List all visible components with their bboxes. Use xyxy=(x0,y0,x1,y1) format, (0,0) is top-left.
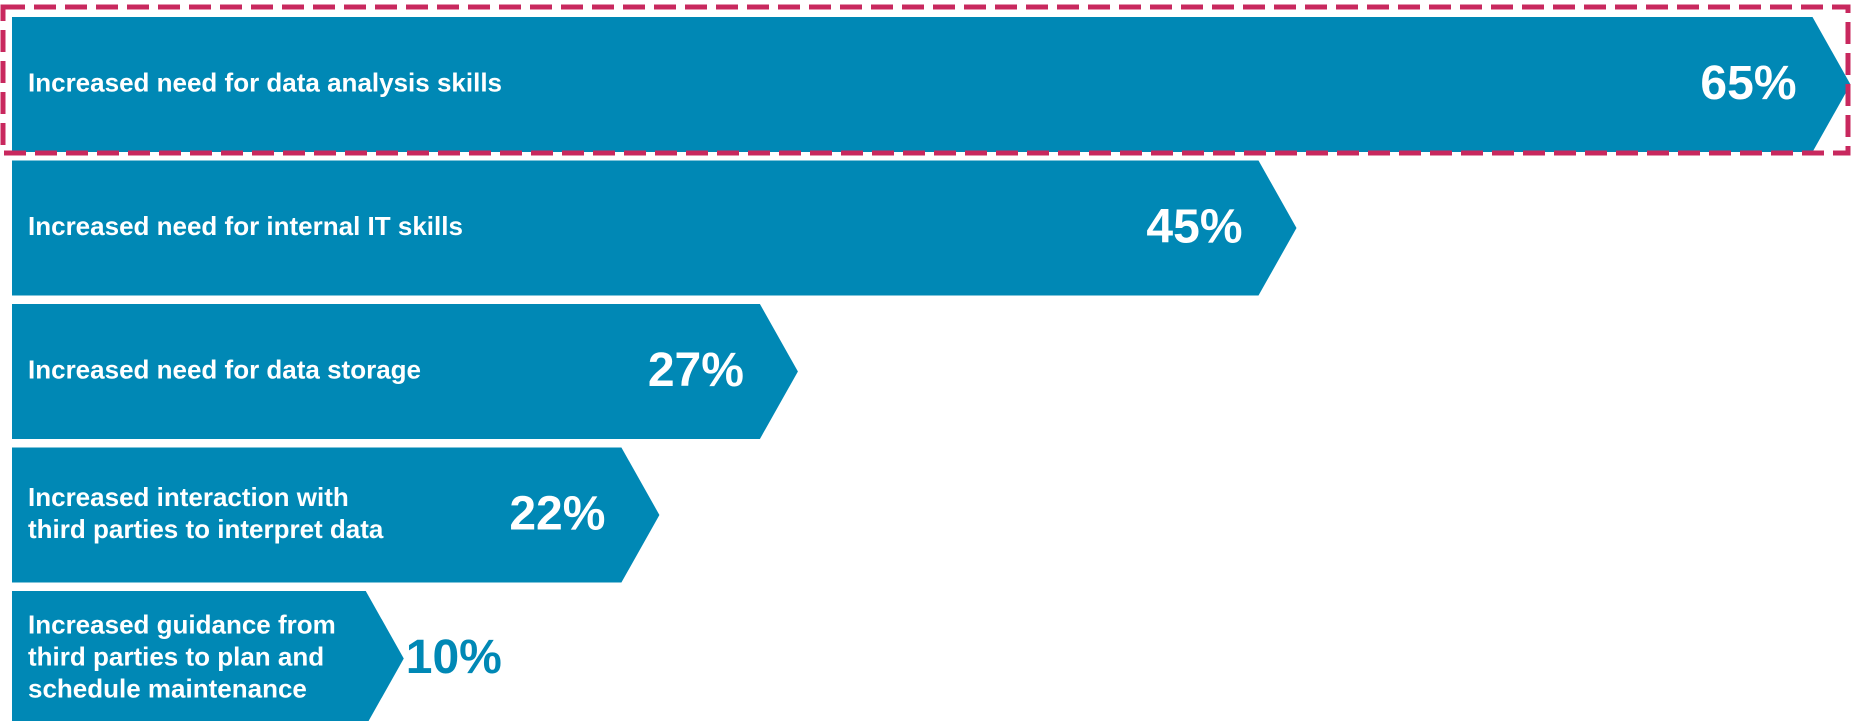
bar-label: Increased need for internal IT skills xyxy=(28,211,463,241)
value-label: 45% xyxy=(1146,201,1242,254)
bar-label-line: Increased interaction with xyxy=(28,482,349,512)
bar xyxy=(12,591,404,721)
value-label: 65% xyxy=(1700,57,1796,110)
value-label: 22% xyxy=(509,488,605,541)
bar-label-line: schedule maintenance xyxy=(28,673,307,703)
bar xyxy=(12,160,1297,296)
bar xyxy=(12,304,798,439)
bar-label-line: third parties to interpret data xyxy=(28,514,384,544)
bar-label-line: third parties to plan and xyxy=(28,641,324,671)
bar-label-line: Increased need for data storage xyxy=(28,354,421,384)
bar xyxy=(12,17,1851,152)
value-label: 27% xyxy=(648,344,744,397)
value-label: 10% xyxy=(406,631,502,684)
bar-label-line: Increased need for data analysis skills xyxy=(28,67,502,97)
bar-label-line: Increased need for internal IT skills xyxy=(28,211,463,241)
bar-label: Increased need for data storage xyxy=(28,354,421,384)
bar xyxy=(12,447,660,583)
bar-label: Increased interaction with third parties … xyxy=(28,482,384,544)
bar-label: Increased guidance from third parties to … xyxy=(28,609,336,703)
bar-label-line: Increased guidance from xyxy=(28,609,336,639)
bar-label: Increased need for data analysis skills xyxy=(28,67,502,97)
highlight-frame xyxy=(0,4,1851,156)
